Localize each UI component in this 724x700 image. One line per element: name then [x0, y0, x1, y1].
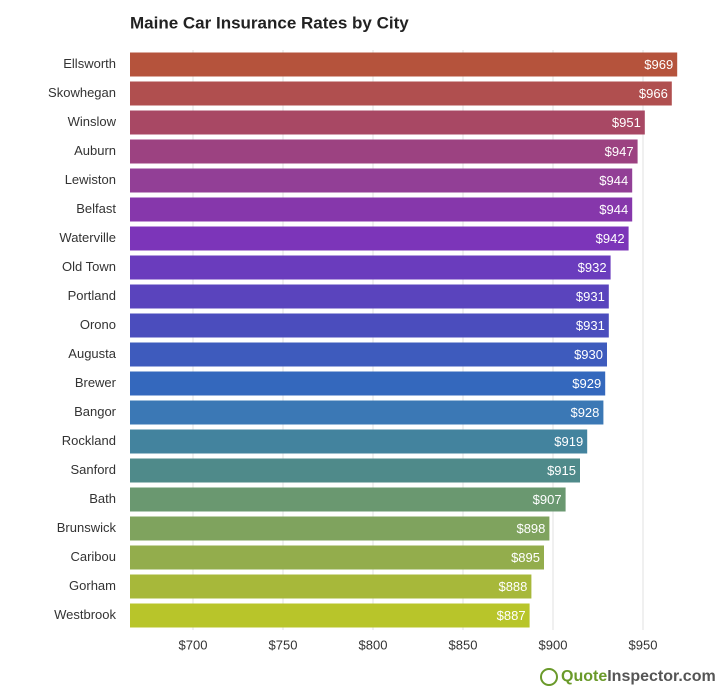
bar — [130, 458, 580, 483]
bar — [130, 313, 609, 338]
bar — [130, 197, 633, 222]
y-tick-label: Brewer — [75, 375, 117, 390]
value-label: $895 — [511, 550, 540, 565]
x-tick-label: $700 — [179, 637, 208, 652]
y-tick-label: Ellsworth — [63, 56, 116, 71]
bar — [130, 487, 566, 512]
x-tick-label: $950 — [629, 637, 658, 652]
y-tick-label: Portland — [68, 288, 116, 303]
watermark: QuoteInspector.com — [540, 668, 716, 686]
bar — [130, 226, 629, 251]
brand: Quote — [561, 668, 607, 685]
value-label: $888 — [498, 579, 527, 594]
value-label: $966 — [639, 86, 668, 101]
y-tick-label: Bangor — [74, 404, 117, 419]
y-tick-label: Bath — [89, 491, 116, 506]
bar — [130, 52, 678, 77]
value-label: $929 — [572, 376, 601, 391]
value-label: $907 — [533, 492, 562, 507]
y-tick-label: Sanford — [70, 462, 116, 477]
y-tick-label: Winslow — [68, 114, 117, 129]
value-label: $951 — [612, 115, 641, 130]
x-tick-label: $750 — [269, 637, 298, 652]
value-label: $887 — [497, 608, 526, 623]
bar — [130, 545, 544, 570]
bar — [130, 603, 530, 628]
value-label: $944 — [599, 173, 628, 188]
value-label: $947 — [605, 144, 634, 159]
y-tick-label: Westbrook — [54, 607, 116, 622]
bar — [130, 139, 638, 164]
svg-text:QuoteInspector.com: QuoteInspector.com — [561, 668, 716, 685]
bar — [130, 342, 607, 367]
x-tick-label: $850 — [449, 637, 478, 652]
value-label: $931 — [576, 289, 605, 304]
bar — [130, 255, 611, 280]
bar — [130, 81, 672, 106]
bar — [130, 371, 606, 396]
y-tick-label: Auburn — [74, 143, 116, 158]
y-tick-label: Rockland — [62, 433, 116, 448]
bar — [130, 574, 532, 599]
y-tick-label: Skowhegan — [48, 85, 116, 100]
value-label: $944 — [599, 202, 628, 217]
y-tick-label: Old Town — [62, 259, 116, 274]
y-tick-label: Belfast — [76, 201, 116, 216]
chart-title: Maine Car Insurance Rates by City — [130, 13, 409, 32]
y-tick-label: Augusta — [68, 346, 116, 361]
bar — [130, 516, 550, 541]
brand-rest: Inspector.com — [607, 668, 715, 685]
logo-icon — [540, 668, 558, 686]
bar — [130, 284, 609, 309]
y-tick-label: Caribou — [70, 549, 116, 564]
y-tick-label: Brunswick — [57, 520, 117, 535]
x-tick-label: $900 — [539, 637, 568, 652]
value-label: $931 — [576, 318, 605, 333]
y-tick-label: Gorham — [69, 578, 116, 593]
y-tick-label: Orono — [80, 317, 116, 332]
y-tick-label: Waterville — [59, 230, 116, 245]
value-label: $915 — [547, 463, 576, 478]
bar — [130, 429, 588, 454]
value-label: $942 — [596, 231, 625, 246]
value-label: $969 — [644, 57, 673, 72]
x-tick-label: $800 — [359, 637, 388, 652]
value-label: $898 — [516, 521, 545, 536]
y-tick-label: Lewiston — [65, 172, 116, 187]
value-label: $928 — [570, 405, 599, 420]
bar — [130, 168, 633, 193]
bar — [130, 110, 645, 135]
value-label: $930 — [574, 347, 603, 362]
bar — [130, 400, 604, 425]
value-label: $932 — [578, 260, 607, 275]
value-label: $919 — [554, 434, 583, 449]
